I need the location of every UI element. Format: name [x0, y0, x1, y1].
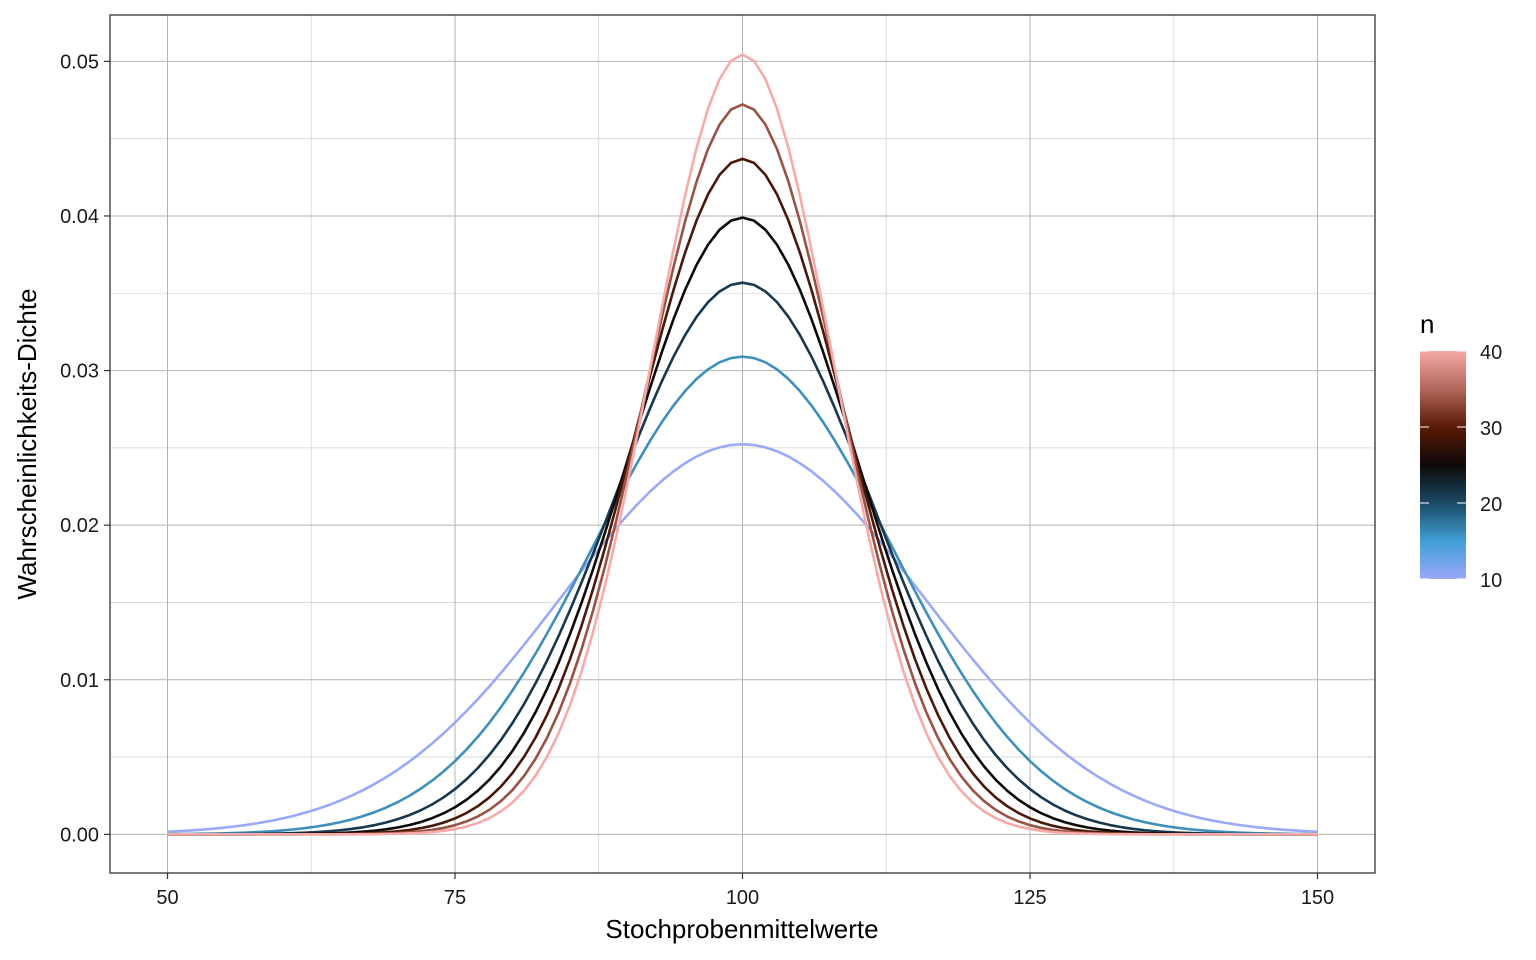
- y-axis-title: Wahrscheinlichkeits-Dichte: [12, 288, 42, 599]
- series-line-n15: [167, 355, 1318, 836]
- legend-title: n: [1420, 309, 1434, 339]
- y-axis: 0.00 0.01 0.02 0.03 0.04 0.05: [60, 51, 110, 846]
- colorbar: [1420, 351, 1466, 579]
- x-axis: 50 75 100 125 150: [156, 873, 1334, 909]
- x-axis-title: Stochprobenmittelwerte: [605, 914, 878, 944]
- y-tick-label: 0.01: [60, 670, 99, 692]
- colorbar-label: 30: [1480, 418, 1502, 440]
- y-tick-label: 0.04: [60, 206, 99, 228]
- series-line-n20: [167, 281, 1318, 836]
- x-tick-label: 100: [726, 887, 759, 909]
- color-legend: n 10 20 30 40: [1420, 309, 1502, 592]
- x-tick-label: 75: [444, 887, 466, 909]
- series-line-n25: [167, 216, 1318, 836]
- y-tick-label: 0.00: [60, 824, 99, 846]
- x-tick-label: 150: [1301, 887, 1334, 909]
- colorbar-label: 10: [1480, 570, 1502, 592]
- x-tick-label: 125: [1013, 887, 1046, 909]
- series-line-n40: [167, 53, 1318, 836]
- colorbar-label: 40: [1480, 342, 1502, 364]
- x-tick-label: 50: [156, 887, 178, 909]
- colorbar-ticks: 10 20 30 40: [1420, 342, 1502, 592]
- series-lines: [167, 53, 1318, 836]
- colorbar-label: 20: [1480, 494, 1502, 516]
- y-tick-label: 0.02: [60, 515, 99, 537]
- y-tick-label: 0.05: [60, 51, 99, 73]
- series-line-n10: [167, 442, 1318, 834]
- y-tick-label: 0.03: [60, 361, 99, 383]
